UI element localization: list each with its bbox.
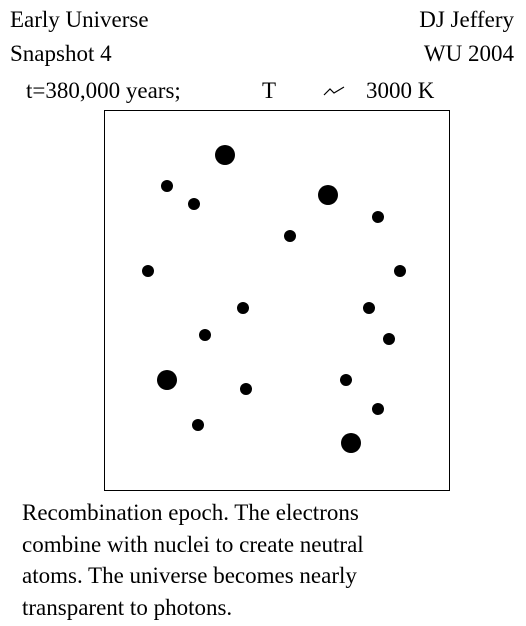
page-title: Early Universe [10,7,149,32]
affiliation-label: WU 2004 [423,41,514,66]
caption: Recombination epoch. The electrons combi… [22,497,512,623]
temperature-symbol: T [262,78,277,103]
caption-line: transparent to photons. [22,594,233,620]
time-label: t=380,000 years; [26,78,181,103]
universe-box [104,110,450,491]
snapshot-label: Snapshot 4 [10,41,112,66]
temperature-value: 3000 K [366,78,435,103]
caption-line: combine with nuclei to create neutral [22,531,364,557]
approximately-equal-icon [323,86,345,96]
author-label: DJ Jeffery [419,7,514,32]
caption-line: Recombination epoch. The electrons [22,500,359,525]
caption-line: atoms. The universe becomes nearly [22,563,357,588]
